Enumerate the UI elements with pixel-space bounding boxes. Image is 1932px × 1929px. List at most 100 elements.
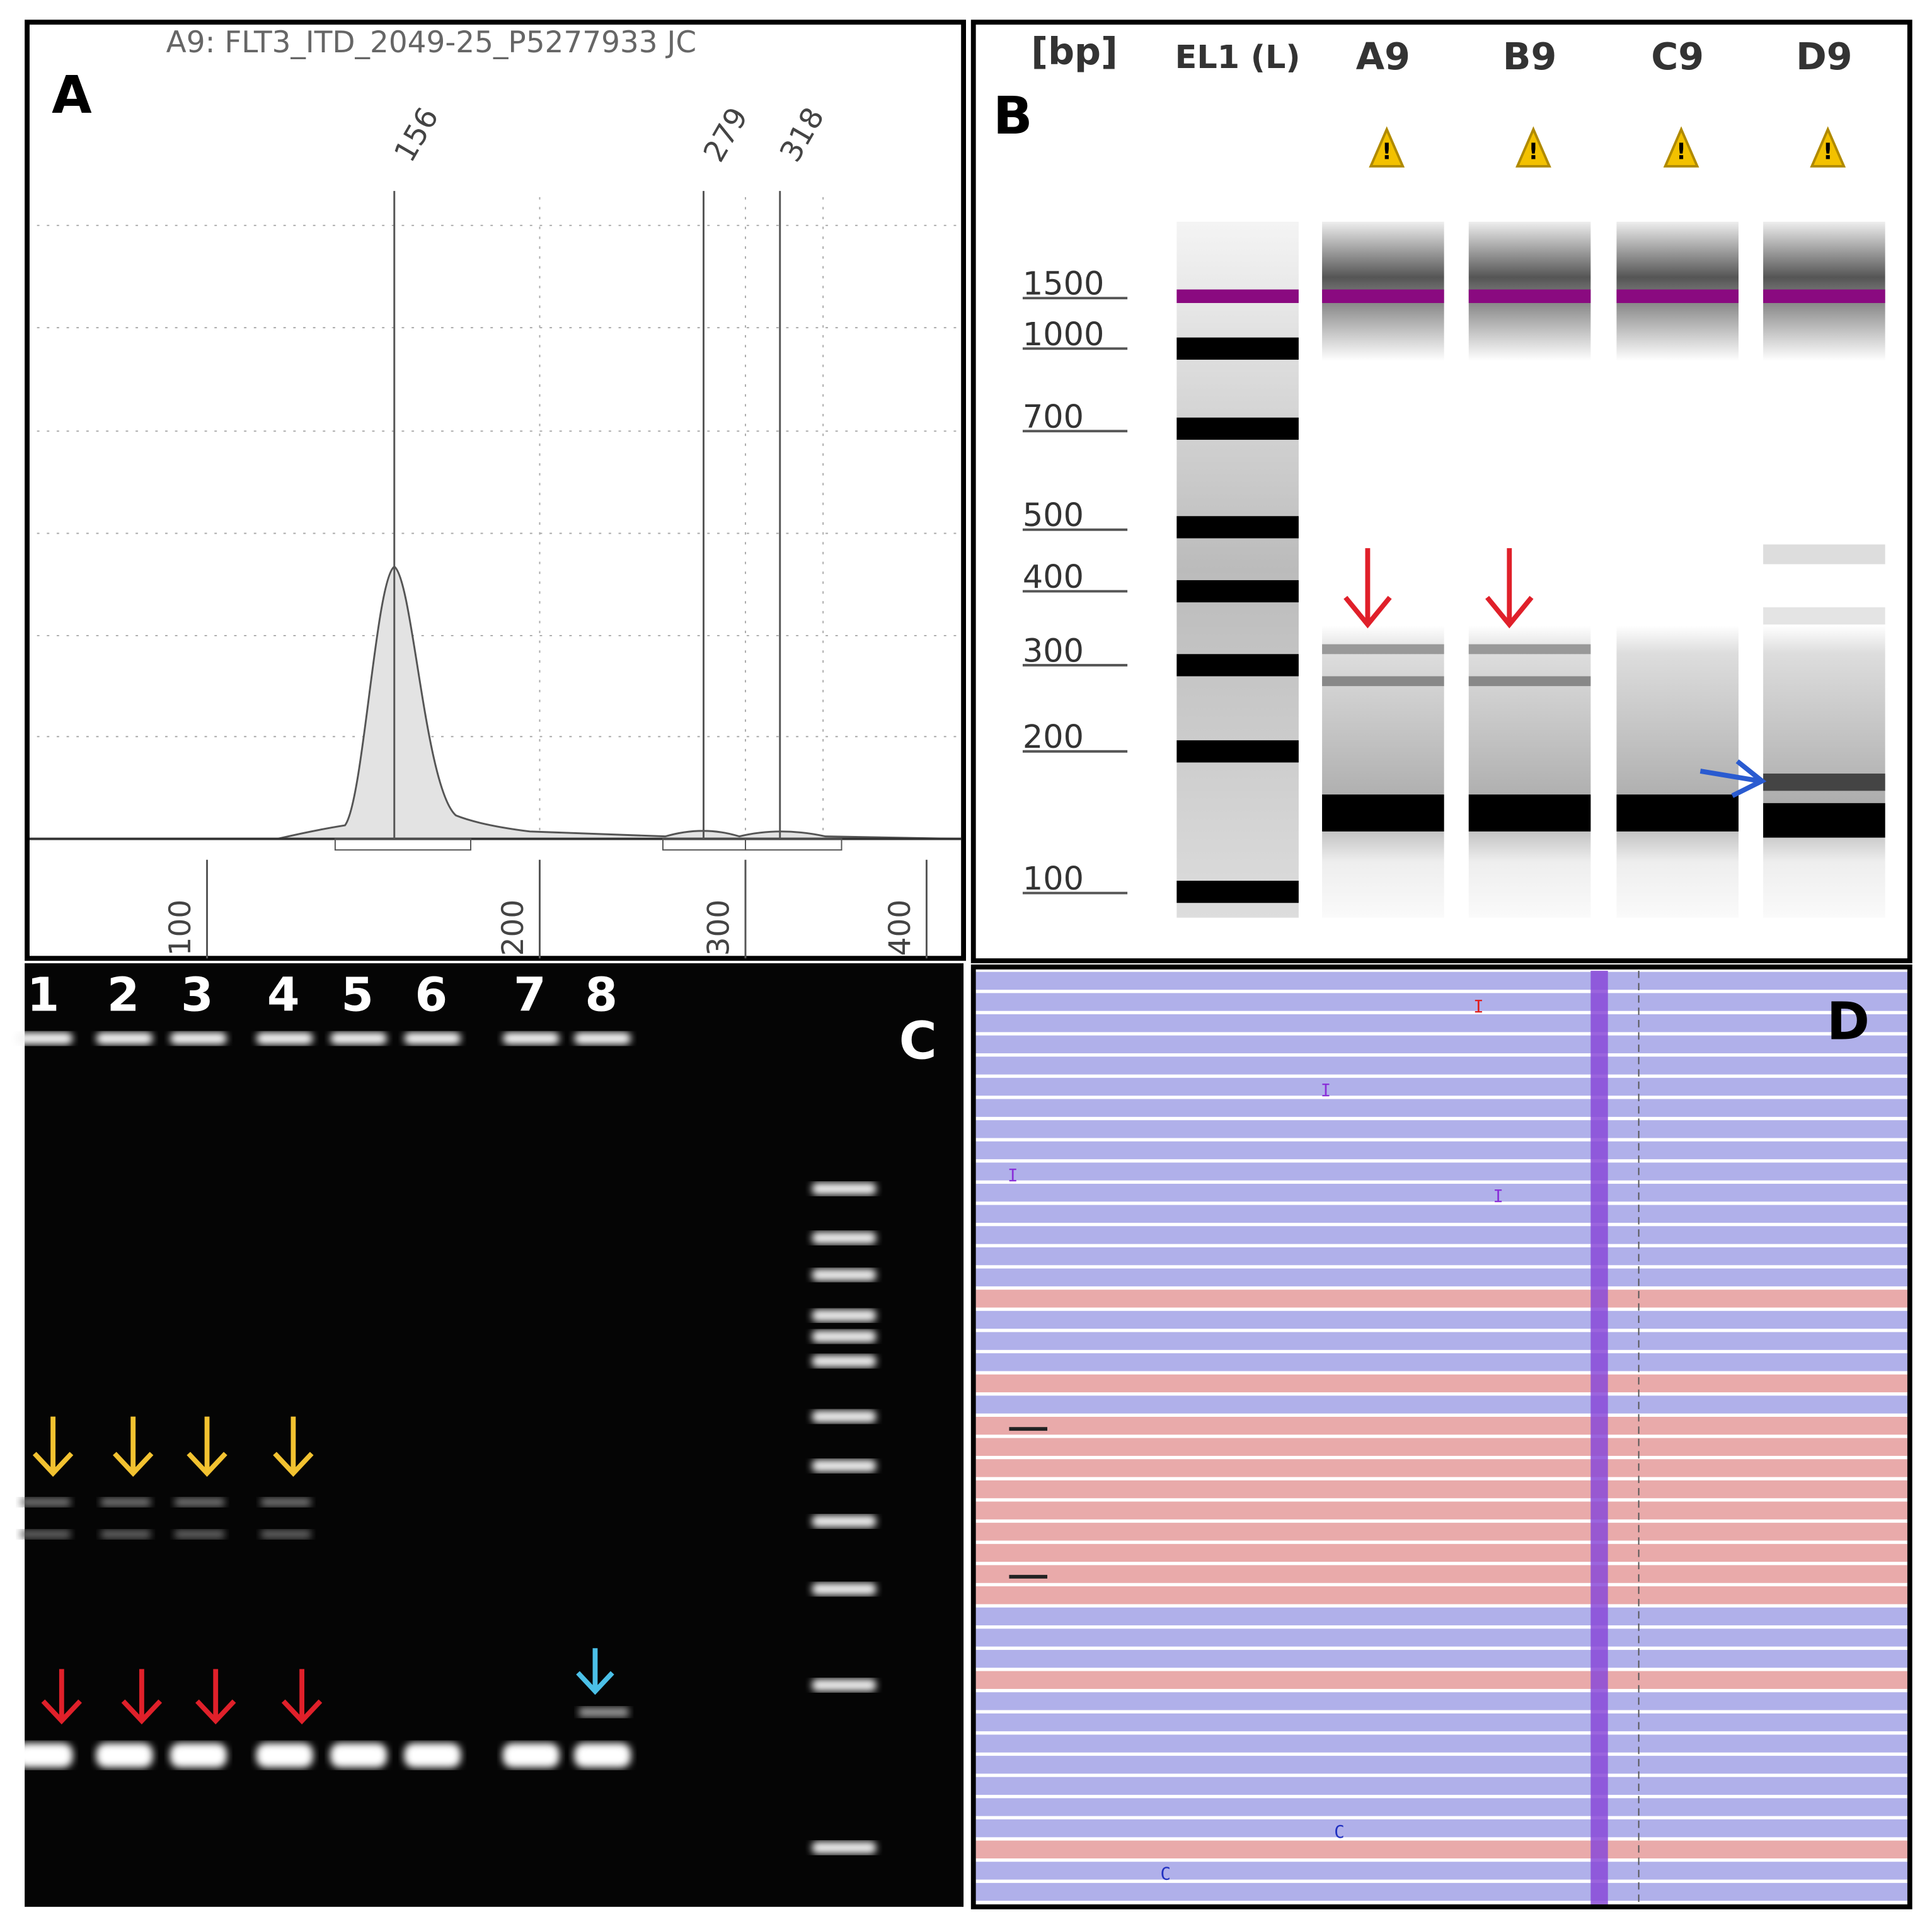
cyan-arrow bbox=[576, 1648, 614, 1695]
ladder-band bbox=[812, 1232, 877, 1244]
read bbox=[975, 1120, 1907, 1138]
read bbox=[975, 1310, 1907, 1329]
panel-frame bbox=[970, 964, 1912, 1909]
marker-band bbox=[1763, 289, 1885, 304]
red-arrow bbox=[281, 1669, 323, 1725]
size-label: 500 bbox=[1023, 496, 1084, 534]
band bbox=[96, 1743, 153, 1768]
read bbox=[975, 1141, 1907, 1160]
band bbox=[404, 1743, 461, 1768]
panel-frame bbox=[25, 20, 966, 961]
size-label: 1500 bbox=[1023, 265, 1104, 302]
size-label: 400 bbox=[1023, 558, 1084, 595]
read bbox=[975, 1353, 1907, 1371]
ladder-band bbox=[1176, 417, 1299, 440]
x-tick-label: 300 bbox=[701, 900, 736, 956]
read bbox=[975, 1586, 1907, 1605]
warning-mark: ! bbox=[1823, 139, 1833, 164]
read bbox=[975, 1692, 1907, 1710]
read bbox=[975, 1099, 1907, 1117]
read bbox=[975, 1480, 1907, 1499]
band bbox=[256, 1743, 313, 1768]
ladder-band bbox=[812, 1354, 877, 1368]
well bbox=[404, 1032, 461, 1045]
band bbox=[1468, 676, 1591, 687]
lane-header: D9 bbox=[1796, 35, 1852, 78]
read bbox=[975, 1777, 1907, 1795]
read-mark: C bbox=[1161, 1864, 1171, 1884]
lane-number: 7 bbox=[514, 967, 546, 1022]
panel-title: A9: FLT3_ITD_2049-25_P5277933 JC bbox=[166, 25, 696, 60]
lane-number: 3 bbox=[181, 967, 214, 1022]
lane-number: 8 bbox=[585, 967, 618, 1022]
read bbox=[975, 1628, 1907, 1647]
band bbox=[261, 1530, 311, 1539]
ladder-band bbox=[812, 1460, 877, 1472]
read bbox=[975, 1819, 1907, 1838]
read bbox=[975, 1649, 1907, 1668]
band bbox=[101, 1497, 151, 1507]
panel-c: 1 2 3 4 5 6 7 8 C bbox=[16, 963, 964, 1907]
band bbox=[1763, 544, 1885, 564]
ladder-band bbox=[1176, 740, 1299, 763]
x-tick-label: 400 bbox=[883, 900, 917, 956]
lane-header: B9 bbox=[1503, 35, 1557, 78]
read bbox=[975, 1374, 1907, 1393]
yellow-arrow bbox=[32, 1416, 74, 1477]
read bbox=[975, 1565, 1907, 1583]
peak-trace bbox=[277, 565, 962, 840]
read bbox=[975, 1438, 1907, 1456]
well bbox=[170, 1032, 227, 1045]
band bbox=[101, 1530, 151, 1539]
ladder-band bbox=[812, 1268, 877, 1281]
ladder-band bbox=[1176, 881, 1299, 903]
ladder-band bbox=[1176, 516, 1299, 539]
read bbox=[975, 1840, 1907, 1858]
band bbox=[1763, 607, 1885, 625]
unit-label: [bp] bbox=[1031, 30, 1118, 73]
yellow-arrow bbox=[187, 1416, 227, 1477]
band bbox=[574, 1743, 631, 1768]
band bbox=[502, 1743, 560, 1768]
read bbox=[975, 1056, 1907, 1075]
ladder-band bbox=[812, 1309, 877, 1322]
read bbox=[975, 1162, 1907, 1181]
read bbox=[975, 1035, 1907, 1053]
lane-number: 1 bbox=[27, 967, 60, 1022]
lane-header: A9 bbox=[1356, 35, 1410, 78]
band bbox=[175, 1530, 224, 1539]
blue-arrow bbox=[1699, 759, 1767, 798]
warning-mark: ! bbox=[1528, 139, 1538, 164]
read bbox=[975, 1501, 1907, 1520]
read bbox=[975, 1543, 1907, 1562]
size-label: 700 bbox=[1023, 398, 1084, 435]
lane bbox=[1176, 221, 1299, 918]
band bbox=[1763, 803, 1885, 838]
panel-label: D bbox=[1827, 992, 1870, 1051]
read-mark: C bbox=[1334, 1823, 1344, 1842]
read bbox=[975, 1459, 1907, 1477]
read bbox=[975, 1226, 1907, 1244]
read-mark: I bbox=[1321, 1081, 1331, 1101]
lane-number: 2 bbox=[107, 967, 140, 1022]
ladder-band bbox=[1176, 337, 1299, 360]
band bbox=[1322, 794, 1444, 832]
read bbox=[975, 1077, 1907, 1096]
read bbox=[975, 1523, 1907, 1541]
warning-icon bbox=[1515, 126, 1551, 168]
read bbox=[975, 1184, 1907, 1202]
band bbox=[330, 1743, 388, 1768]
warning-icon bbox=[1810, 126, 1846, 168]
read bbox=[975, 1332, 1907, 1350]
panel-label: C bbox=[899, 1012, 937, 1072]
insertion-column bbox=[1590, 970, 1608, 1904]
read bbox=[975, 1205, 1907, 1223]
ladder-band bbox=[1176, 654, 1299, 677]
panel-b: [bp] B EL1 (L) A9! B9! C9! D9! 1500 1000 700 500 40… bbox=[970, 20, 1912, 964]
marker-band bbox=[1468, 289, 1591, 304]
read-mark: I bbox=[1473, 997, 1483, 1017]
lane-number: 5 bbox=[341, 967, 374, 1022]
red-arrow bbox=[121, 1669, 163, 1725]
